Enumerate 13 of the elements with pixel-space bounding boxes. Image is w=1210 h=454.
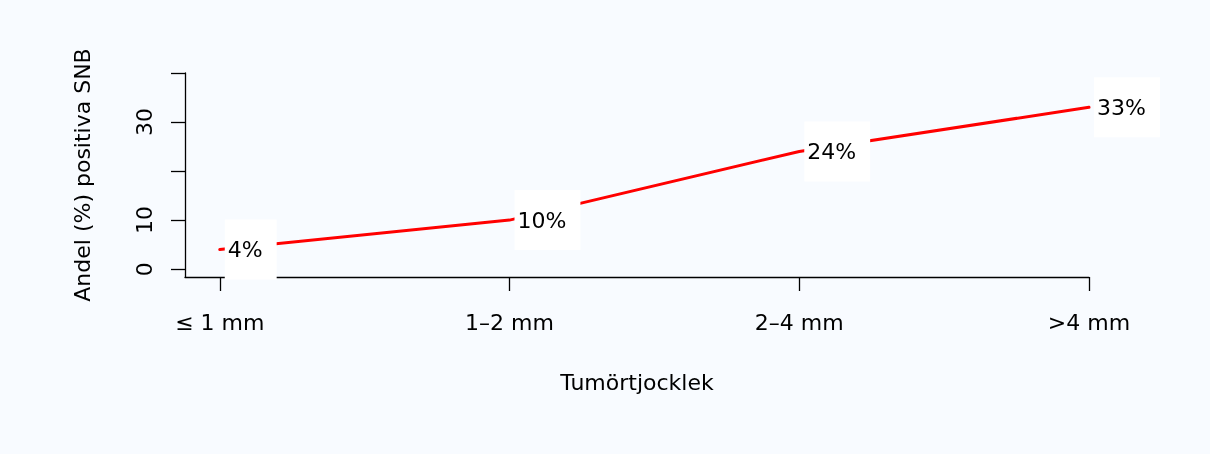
x-tick-label: 2–4 mm bbox=[754, 309, 844, 335]
x-tick-label: ≤ 1 mm bbox=[175, 309, 265, 335]
y-axis-title: Andel (%) positiva SNB bbox=[69, 48, 95, 302]
y-tick-label: 10 bbox=[131, 206, 157, 235]
data-label: 4% bbox=[227, 237, 263, 263]
x-tick-label: >4 mm bbox=[1047, 309, 1131, 335]
x-tick-label: 1–2 mm bbox=[465, 309, 554, 335]
x-axis-title: Tumörtjocklek bbox=[559, 369, 714, 395]
y-tick-label: 30 bbox=[131, 108, 157, 137]
data-label: 33% bbox=[1097, 94, 1146, 120]
y-tick-label: 0 bbox=[131, 262, 157, 277]
data-label: 24% bbox=[807, 138, 857, 164]
data-label: 10% bbox=[517, 207, 567, 233]
